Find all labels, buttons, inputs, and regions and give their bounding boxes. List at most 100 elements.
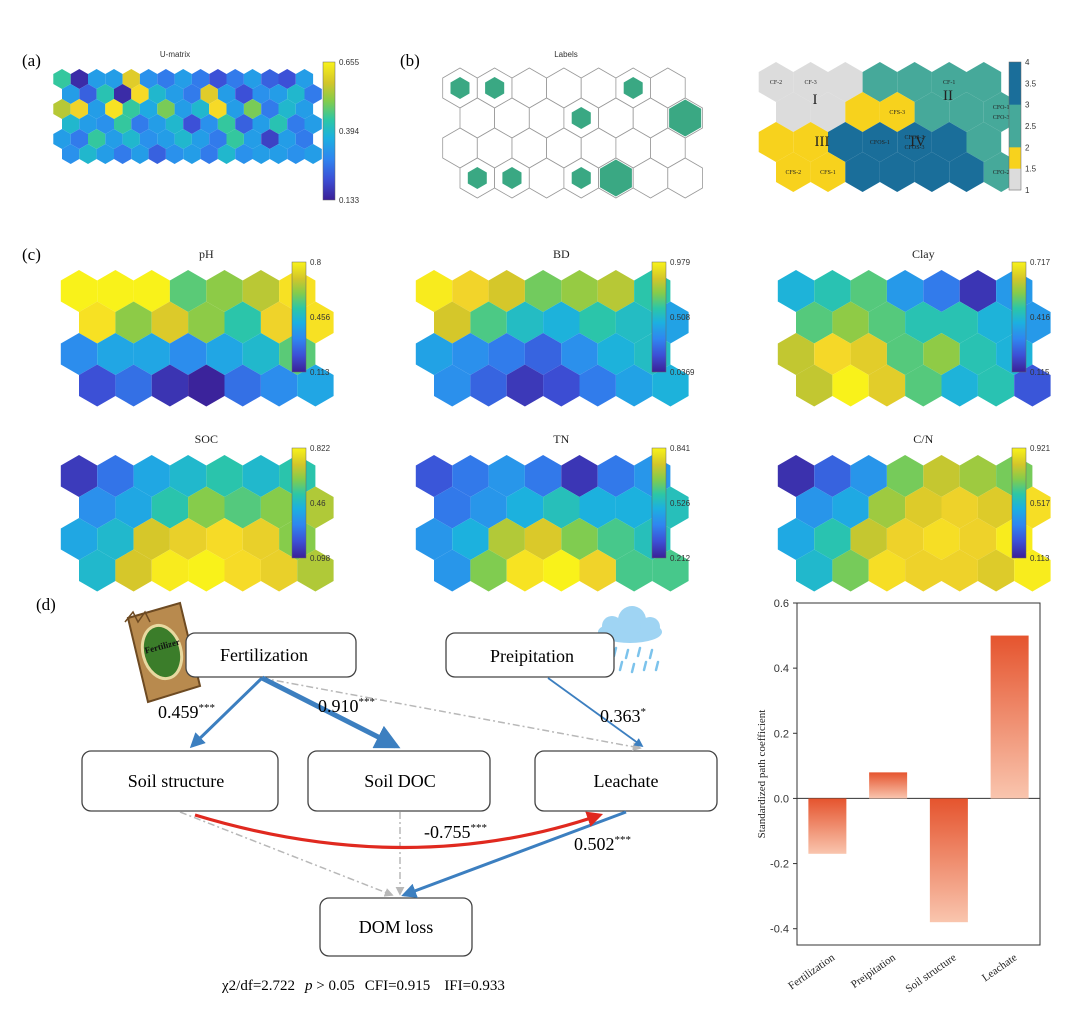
- panel-label-b: (b): [400, 51, 420, 70]
- umatrix-cell: [114, 84, 132, 104]
- clusters-colorbar: [1008, 61, 1022, 191]
- labels-marker: [502, 167, 522, 189]
- feature-soc-cell: [224, 486, 261, 529]
- feature-ph-cell: [260, 364, 298, 407]
- clusters-cell-label: CF-2: [770, 80, 782, 86]
- feature-soc-colorbar-tick: 0.46: [310, 499, 326, 508]
- clusters-cell-label: CFO-1: [993, 105, 1010, 111]
- feature-ph-cell: [133, 333, 170, 375]
- node-precipitation: [445, 632, 615, 678]
- feature-soc-cell: [79, 549, 116, 592]
- clusters-cell: [879, 92, 915, 132]
- feature-cn-cell: [850, 518, 887, 560]
- feature-bd-cell: [524, 333, 562, 375]
- umatrix-cell: [79, 114, 97, 134]
- clusters-chart: CF-2 CF-3 CF-1 CFS-3 CFO-1 CFO-3 CFS-2 CFS-1 CFO…: [758, 58, 1037, 195]
- feature-tn-cell: [434, 486, 471, 529]
- feature-bd-cell: [561, 333, 598, 375]
- clusters-colorbar-segment: [1009, 168, 1021, 191]
- umatrix-cell: [269, 144, 288, 164]
- umatrix-cell: [209, 99, 227, 119]
- clusters-cell-label: CFOS-2: [905, 135, 925, 141]
- umatrix-cell: [105, 129, 123, 149]
- feature-ph-cell: [60, 333, 98, 375]
- feature-tn-cell: [470, 486, 507, 529]
- clusters-colorbar-segment: [1009, 83, 1021, 106]
- feature-clay-colorbar-tick: 0.115: [1030, 368, 1050, 377]
- umatrix-cell: [304, 84, 322, 104]
- feature-soc-cell: [224, 549, 261, 592]
- feature-bd-cell: [488, 270, 525, 312]
- umatrix-cell: [62, 144, 80, 164]
- clusters-cell: [897, 62, 932, 102]
- clusters-cell: [810, 92, 846, 132]
- clusters-roman-label: III: [815, 134, 830, 150]
- feature-bd-cell: [452, 333, 489, 375]
- umatrix-cell: [88, 99, 106, 119]
- feature-tn-cell: [488, 455, 525, 497]
- feature-ph-cell: [169, 333, 207, 375]
- clusters-cell-label: CFS-3: [889, 110, 905, 116]
- clusters-cell: [949, 92, 984, 132]
- feature-bd-cell: [579, 301, 616, 344]
- feature-cn-cell: [814, 518, 851, 560]
- feature-clay-cell: [868, 364, 906, 407]
- feature-bd-cell: [415, 270, 453, 312]
- feature-bd-colorbar: [651, 261, 667, 373]
- feature-cn-cell: [959, 518, 997, 560]
- feature-ph-cell: [151, 364, 189, 407]
- labels-marker: [450, 77, 470, 99]
- umatrix-colorbar: [322, 61, 336, 201]
- feature-clay-title: Clay: [912, 247, 935, 261]
- umatrix-cell: [226, 129, 244, 149]
- feature-clay-cell: [977, 301, 1015, 344]
- feature-cn-cell: [796, 486, 833, 529]
- umatrix-cell: [217, 144, 236, 164]
- feature-ph-cell: [115, 301, 152, 344]
- clusters-colorbar-segment: [1009, 147, 1021, 170]
- clusters-cell: [776, 152, 811, 192]
- bar-ytick-label: 0.2: [774, 728, 789, 740]
- coef-struct-leachate: -0.755***: [424, 822, 487, 842]
- clusters-cell-label: CF-3: [804, 80, 816, 86]
- feature-ph-cell: [260, 301, 298, 344]
- feature-cn-cell: [850, 455, 887, 497]
- bar-category-label: Fertilization: [786, 951, 837, 992]
- feature-tn-colorbar: [651, 447, 667, 559]
- feature-tn-cell: [561, 455, 598, 497]
- umatrix-cell: [183, 144, 201, 164]
- bar-category-label: Leachate: [980, 952, 1019, 985]
- feature-soc-cell: [242, 455, 280, 497]
- clusters-cell: [879, 152, 915, 192]
- feature-tn-cell: [543, 486, 580, 529]
- feature-cn-cell: [796, 549, 833, 592]
- labels-marker: [599, 159, 632, 197]
- feature-soc-cell: [79, 486, 116, 529]
- feature-bd-cell: [615, 364, 653, 407]
- node-soil-doc-label: Soil DOC: [364, 771, 436, 791]
- feature-tn-cell: [561, 518, 598, 560]
- umatrix-cell: [70, 69, 88, 89]
- umatrix-colorbar-tick: 0.655: [339, 58, 360, 67]
- feature-ph-cell: [115, 364, 152, 407]
- clusters-roman-label: II: [943, 88, 953, 104]
- umatrix-cell: [131, 144, 149, 164]
- clusters-colorbar-tick: 1: [1025, 186, 1030, 195]
- path-fert-doc: [260, 675, 401, 749]
- feature-bd-cell: [434, 364, 471, 407]
- clusters-colorbar-tick: 3: [1025, 101, 1030, 110]
- umatrix-cell: [235, 84, 253, 104]
- umatrix-cell: [261, 99, 279, 119]
- feature-clay-cell: [832, 364, 869, 407]
- umatrix-cell: [235, 114, 253, 134]
- clusters-cell-label: CFO-2: [993, 170, 1010, 176]
- umatrix-colorbar-tick: 0.133: [339, 196, 360, 205]
- feature-clay-cell: [905, 301, 942, 344]
- feature-cn-title: C/N: [913, 432, 933, 446]
- feature-ph-colorbar: [291, 261, 307, 373]
- feature-soc-cell: [206, 518, 243, 560]
- feature-ph-title: pH: [199, 247, 214, 261]
- umatrix-cell: [287, 144, 305, 164]
- feature-ph-colorbar-tick: 0.456: [310, 313, 331, 322]
